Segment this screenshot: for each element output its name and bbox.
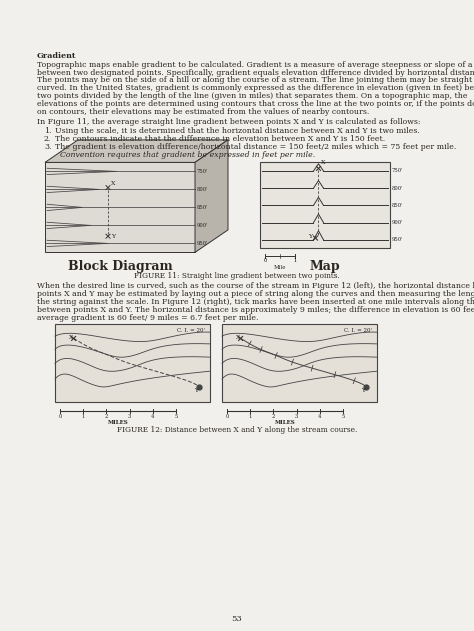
Text: Map: Map (310, 261, 340, 273)
Polygon shape (55, 324, 210, 403)
Text: 0: 0 (264, 259, 266, 263)
Text: 1.: 1. (44, 127, 52, 135)
Text: The contours indicate that the difference in elevation between X and Y is 150 fe: The contours indicate that the differenc… (55, 135, 385, 143)
Text: 850': 850' (197, 205, 209, 210)
Text: When the desired line is curved, such as the course of the stream in Figure 12 (: When the desired line is curved, such as… (37, 283, 474, 290)
Text: Block Diagram: Block Diagram (68, 261, 173, 273)
Text: on contours, their elevations may be estimated from the values of nearby contour: on contours, their elevations may be est… (37, 108, 369, 115)
Text: 0: 0 (58, 415, 62, 420)
Text: The points may be on the side of a hill or along the course of a stream. The lin: The points may be on the side of a hill … (37, 76, 474, 85)
Text: 2: 2 (272, 415, 275, 420)
Text: Y: Y (194, 388, 198, 393)
Text: 800': 800' (392, 186, 403, 191)
Text: In Figure 11, the average straight line gradient between points X and Y is calcu: In Figure 11, the average straight line … (37, 119, 420, 126)
Text: 900': 900' (197, 223, 209, 228)
Text: points X and Y may be estimated by laying out a piece of string along the curves: points X and Y may be estimated by layin… (37, 290, 474, 298)
Text: 1: 1 (82, 415, 85, 420)
Text: FIGURE 12: Distance between X and Y along the stream course.: FIGURE 12: Distance between X and Y alon… (117, 427, 357, 434)
Text: 4: 4 (151, 415, 155, 420)
Text: the string against the scale. In Figure 12 (right), tick marks have been inserte: the string against the scale. In Figure … (37, 298, 474, 306)
Text: Y: Y (111, 234, 115, 239)
Text: 1: 1 (293, 259, 297, 263)
Text: X: X (111, 180, 116, 186)
Text: 4: 4 (319, 415, 322, 420)
Text: 2.: 2. (44, 135, 51, 143)
Text: Gradient: Gradient (37, 52, 76, 60)
Text: 750': 750' (197, 169, 209, 174)
Text: 3.: 3. (44, 143, 52, 151)
Text: X: X (320, 160, 325, 165)
Text: 750': 750' (392, 168, 403, 174)
Text: The gradient is elevation difference/horizontal distance = 150 feet/2 miles whic: The gradient is elevation difference/hor… (55, 143, 456, 151)
Text: 5: 5 (174, 415, 178, 420)
Text: between two designated points. Specifically, gradient equals elevation differenc: between two designated points. Specifica… (37, 69, 474, 76)
Text: 800': 800' (197, 187, 209, 192)
Text: 900': 900' (392, 220, 403, 225)
Text: C. I. = 20': C. I. = 20' (344, 328, 372, 333)
Text: 5: 5 (342, 415, 345, 420)
Text: Y: Y (309, 234, 313, 239)
Text: elevations of the points are determined using contours that cross the line at th: elevations of the points are determined … (37, 100, 474, 108)
Text: Using the scale, it is determined that the horizontal distance between X and Y i: Using the scale, it is determined that t… (55, 127, 420, 135)
Text: 950': 950' (392, 237, 403, 242)
Text: between points X and Y. The horizontal distance is approximately 9 miles; the di: between points X and Y. The horizontal d… (37, 306, 474, 314)
Text: 0: 0 (225, 415, 228, 420)
Text: X: X (236, 335, 240, 340)
Polygon shape (222, 324, 377, 403)
Text: 3: 3 (295, 415, 299, 420)
Text: 950': 950' (197, 241, 209, 246)
Text: average gradient is 60 feet/ 9 miles = 6.7 feet per mile.: average gradient is 60 feet/ 9 miles = 6… (37, 314, 258, 322)
Text: C. I. = 20': C. I. = 20' (177, 328, 205, 333)
Text: Topographic maps enable gradient to be calculated. Gradient is a measure of aver: Topographic maps enable gradient to be c… (37, 61, 474, 69)
Text: two points divided by the length of the line (given in miles) that separates the: two points divided by the length of the … (37, 92, 467, 100)
Text: 2: 2 (105, 415, 108, 420)
Text: 3: 3 (128, 415, 131, 420)
Polygon shape (45, 162, 195, 252)
Text: Mile: Mile (274, 266, 286, 271)
Text: 850': 850' (392, 203, 403, 208)
Text: X: X (69, 335, 73, 340)
Text: MILES: MILES (275, 420, 295, 425)
Text: 53: 53 (232, 615, 242, 623)
Text: Y: Y (361, 388, 365, 393)
Text: MILES: MILES (108, 420, 128, 425)
Text: curved. In the United States, gradient is commonly expressed as the difference i: curved. In the United States, gradient i… (37, 84, 474, 92)
Polygon shape (260, 162, 390, 249)
Polygon shape (45, 140, 228, 162)
Polygon shape (195, 140, 228, 252)
Text: Convention requires that gradient be expressed in feet per mile.: Convention requires that gradient be exp… (60, 151, 315, 158)
Text: FIGURE 11: Straight line gradient between two points.: FIGURE 11: Straight line gradient betwee… (134, 273, 340, 280)
Text: 1: 1 (248, 415, 252, 420)
